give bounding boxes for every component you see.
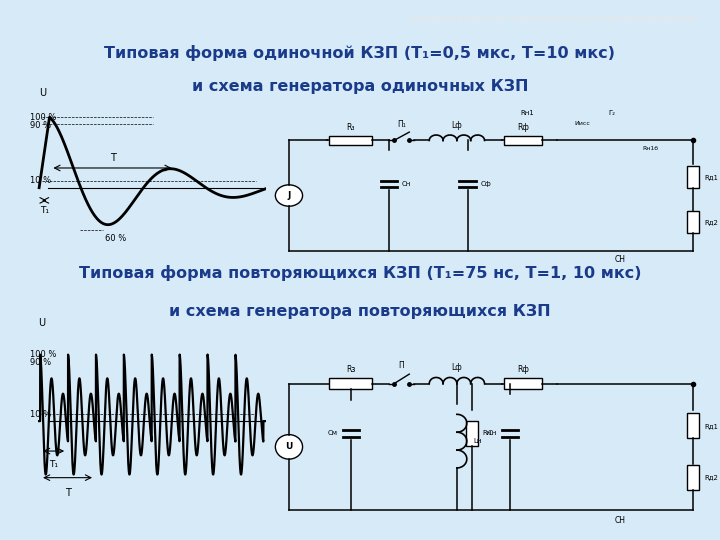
Text: T: T <box>109 153 115 163</box>
Circle shape <box>275 185 302 206</box>
Circle shape <box>275 435 302 459</box>
Text: 100 %: 100 % <box>30 350 56 359</box>
Text: R₃: R₃ <box>346 123 355 132</box>
Text: 10 %: 10 % <box>30 176 51 185</box>
Bar <box>687 166 699 188</box>
Text: Lф: Lф <box>451 121 462 130</box>
Text: 100 %: 100 % <box>30 113 56 122</box>
Text: Rд1: Rд1 <box>704 423 718 429</box>
Text: T₁: T₁ <box>40 206 49 215</box>
Text: Rн1б: Rн1б <box>642 146 658 151</box>
Text: Г₂: Г₂ <box>608 110 616 117</box>
Text: П: П <box>399 361 405 370</box>
Bar <box>329 379 372 389</box>
Text: СН: СН <box>615 516 626 525</box>
Text: U: U <box>37 318 45 328</box>
Bar <box>504 136 542 145</box>
Text: Rд2: Rд2 <box>704 219 718 225</box>
Text: Rф: Rф <box>517 123 528 132</box>
Bar <box>329 136 372 145</box>
Text: Cн: Cн <box>402 181 411 187</box>
Text: J: J <box>287 191 291 200</box>
Text: Rн1: Rн1 <box>520 110 534 117</box>
Bar <box>687 414 699 438</box>
Text: Электромагнитная совместимость в электроэнергетике: Электромагнитная совместимость в электро… <box>407 14 698 24</box>
Text: Cн: Cн <box>487 430 497 436</box>
Text: Иисс: Иисс <box>575 122 590 126</box>
Text: 90 %: 90 % <box>30 121 51 130</box>
Text: 10 %: 10 % <box>30 410 51 419</box>
Text: и схема генератора одиночных КЗП: и схема генератора одиночных КЗП <box>192 79 528 94</box>
Text: 90 %: 90 % <box>30 358 51 367</box>
Text: T: T <box>65 488 71 498</box>
Bar <box>687 465 699 490</box>
Bar <box>466 421 478 446</box>
Text: 60 %: 60 % <box>105 234 127 243</box>
Text: Cм: Cм <box>328 430 338 436</box>
Text: Rн: Rн <box>483 430 492 436</box>
Bar <box>504 379 542 389</box>
Text: Rф: Rф <box>517 364 528 374</box>
Text: и схема генератора повторяющихся КЗП: и схема генератора повторяющихся КЗП <box>169 303 551 319</box>
Text: П₁: П₁ <box>397 120 406 129</box>
Text: Rз: Rз <box>346 364 355 374</box>
Bar <box>687 211 699 233</box>
Text: Типовая форма повторяющихся КЗП (Т₁=75 нс, Т=1, 10 мкс): Типовая форма повторяющихся КЗП (Т₁=75 н… <box>78 265 642 281</box>
Text: Lф: Lф <box>451 363 462 372</box>
Text: Rд2: Rд2 <box>704 475 718 481</box>
Text: U: U <box>285 442 292 451</box>
Text: Cф: Cф <box>481 181 492 187</box>
Text: Rд1: Rд1 <box>704 174 718 180</box>
Text: T₁: T₁ <box>49 460 58 469</box>
Text: Типовая форма одиночной КЗП (Т₁=0,5 мкс, Т=10 мкс): Типовая форма одиночной КЗП (Т₁=0,5 мкс,… <box>104 45 616 61</box>
Text: СН: СН <box>615 255 626 264</box>
Text: U: U <box>39 87 46 98</box>
Text: Lн: Lн <box>473 438 482 444</box>
